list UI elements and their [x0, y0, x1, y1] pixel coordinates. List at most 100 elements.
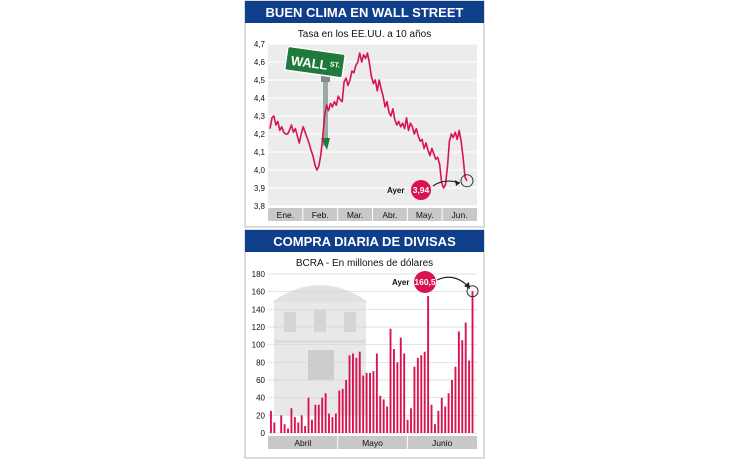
bar: [406, 419, 409, 433]
x-month-label: Mayo: [362, 438, 383, 448]
bar: [273, 422, 276, 433]
annotation-value: 160,5: [414, 277, 436, 287]
x-month-label: Abr.: [382, 210, 397, 220]
bar: [416, 357, 419, 433]
bar: [440, 397, 443, 433]
bar: [334, 413, 337, 433]
y-tick-label: 180: [252, 270, 266, 279]
bar: [293, 417, 296, 433]
sign-text-st: ST.: [329, 61, 340, 69]
bar: [314, 404, 317, 433]
annotation-value: 3,94: [413, 185, 430, 195]
bottom-bars: [270, 291, 474, 433]
bar: [454, 366, 457, 433]
bar: [430, 404, 433, 433]
y-tick-label: 3,9: [254, 184, 266, 193]
bar: [290, 408, 293, 433]
bar: [287, 428, 289, 433]
bar: [300, 415, 303, 433]
sign-arrow: [321, 138, 330, 150]
x-month-label: Junio: [432, 438, 453, 448]
bar: [280, 415, 283, 433]
sign-post-cap: [321, 74, 330, 82]
bar: [324, 393, 327, 433]
y-tick-label: 4,2: [254, 130, 266, 139]
y-tick-label: 3,8: [254, 202, 266, 211]
bar: [307, 397, 310, 433]
bar: [461, 340, 464, 433]
sign-plate: [284, 45, 346, 79]
annotation-arrowhead: [464, 282, 470, 289]
bar: [355, 357, 358, 433]
bar: [375, 353, 378, 433]
building-window: [344, 312, 356, 332]
bar: [423, 351, 426, 433]
x-month-label: Ene.: [277, 210, 295, 220]
x-month-label: Mar.: [347, 210, 364, 220]
y-tick-label: 4,3: [254, 112, 266, 121]
bar: [331, 417, 334, 433]
bar: [468, 360, 471, 433]
y-tick-label: 40: [256, 394, 265, 403]
annotation-arrowhead: [455, 180, 460, 186]
y-tick-label: 20: [256, 411, 265, 420]
y-tick-label: 120: [252, 323, 266, 332]
bottom-annotation: Ayer 160,5: [392, 271, 479, 298]
bar: [471, 291, 474, 433]
bar: [317, 404, 320, 433]
bar: [358, 351, 361, 433]
y-tick-label: 160: [252, 288, 266, 297]
y-tick-label: 100: [252, 341, 266, 350]
bar: [382, 399, 385, 433]
bottom-month-band: [268, 436, 477, 449]
building-roof: [272, 285, 368, 302]
bar: [341, 388, 344, 433]
infographic-panel: BUEN CLIMA EN WALL STREET Tasa en los EE…: [244, 0, 485, 460]
bar: [434, 424, 436, 433]
y-tick-label: 60: [256, 376, 265, 385]
y-tick-label: 4,4: [254, 94, 266, 103]
bar: [451, 380, 453, 433]
building-cornice: [274, 340, 366, 343]
bar: [283, 424, 286, 433]
bar: [399, 337, 402, 433]
bar: [345, 380, 348, 433]
y-tick-label: 4,0: [254, 166, 266, 175]
x-month-label: Feb.: [312, 210, 329, 220]
building-door: [308, 350, 334, 380]
bar: [386, 406, 389, 433]
bar: [413, 366, 416, 433]
bottom-x-axis: Abril Mayo Junio: [294, 436, 453, 449]
building-window: [314, 310, 326, 332]
annotation-badge: [411, 180, 431, 200]
series-line-treasury-rate: [269, 52, 468, 189]
annotation-label-ayer: Ayer: [387, 186, 405, 195]
bottom-header-bar: [245, 230, 484, 252]
bar: [311, 419, 313, 433]
bar: [437, 410, 440, 433]
bar: [464, 322, 467, 433]
y-tick-label: 4,6: [254, 58, 266, 67]
bar: [403, 353, 406, 433]
bar: [338, 390, 341, 433]
top-header-bar: [245, 1, 484, 23]
bottom-chart-title: BCRA - En millones de dólares: [296, 258, 433, 269]
bar: [444, 406, 447, 433]
y-tick-label: 0: [261, 429, 266, 438]
annotation-badge: [414, 271, 436, 293]
bar: [362, 375, 365, 433]
bar: [372, 371, 375, 433]
x-month-label: Jun.: [452, 210, 468, 220]
last-bar-highlight: [466, 285, 479, 298]
bar: [297, 422, 300, 433]
top-annotation: Ayer 3,94: [387, 174, 474, 200]
x-month-label: May.: [416, 210, 434, 220]
y-tick-label: 80: [256, 358, 265, 367]
bar: [379, 395, 382, 433]
bar: [410, 408, 412, 433]
bar: [420, 355, 423, 433]
sign-text-wall: WALL: [290, 53, 329, 73]
bar: [328, 413, 330, 433]
last-point-highlight: [460, 174, 474, 188]
bar: [352, 353, 354, 433]
